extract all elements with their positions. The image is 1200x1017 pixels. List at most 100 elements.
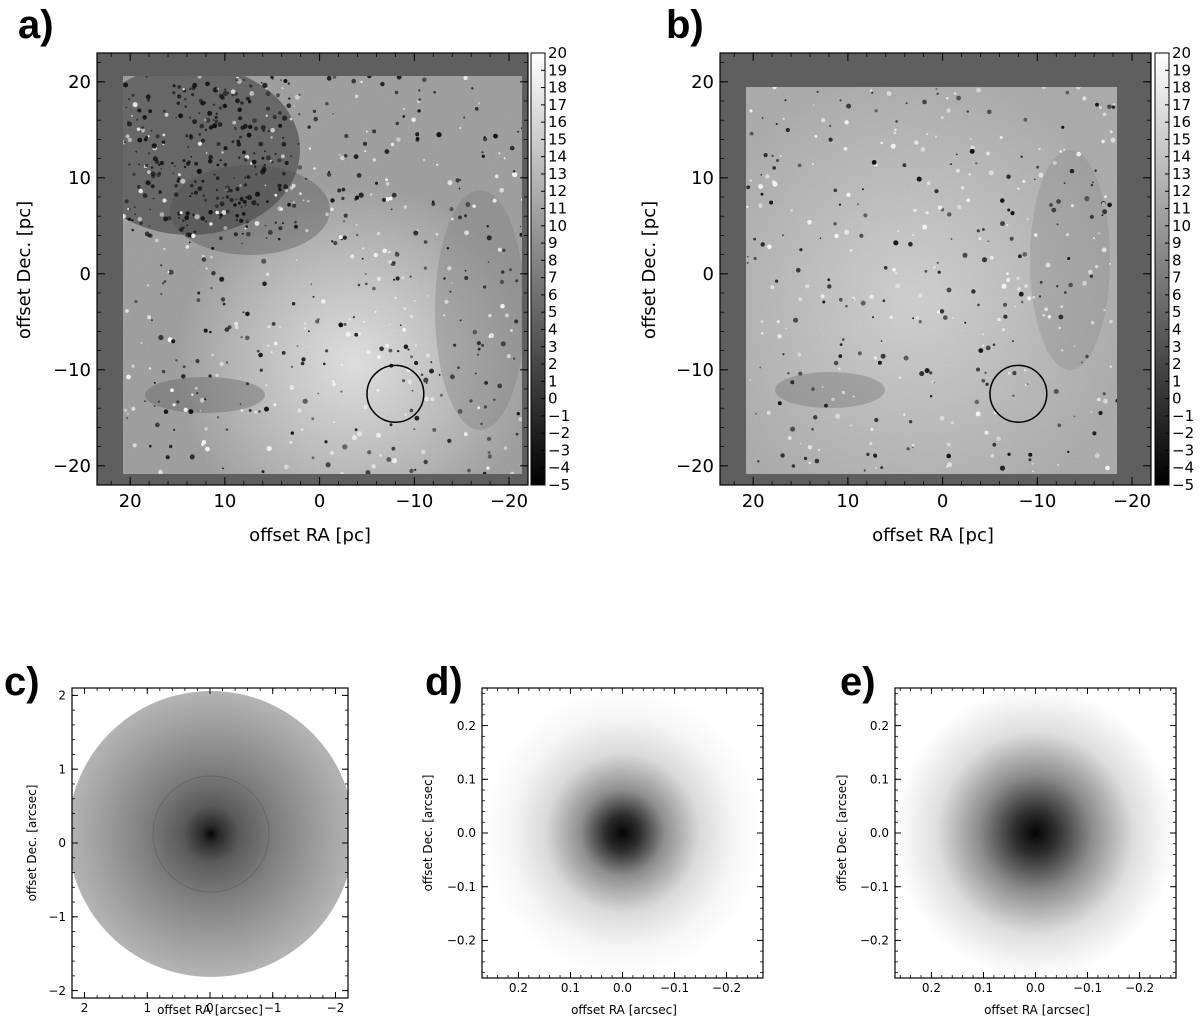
map-speckle <box>1051 207 1057 213</box>
map-speckle <box>278 226 283 231</box>
map-speckle <box>123 140 127 144</box>
map-speckle <box>481 151 484 154</box>
map-speckle <box>218 106 223 110</box>
map-speckle <box>356 233 359 237</box>
map-speckle <box>229 188 233 193</box>
map-speckle <box>197 186 203 192</box>
map-speckle <box>320 299 326 304</box>
map-speckle <box>880 353 886 359</box>
map-speckle <box>174 184 178 188</box>
map-speckle <box>931 380 935 384</box>
map-speckle <box>311 417 315 421</box>
map-speckle <box>960 186 965 190</box>
map-speckle <box>260 125 266 130</box>
map-speckle <box>1001 328 1006 332</box>
map-speckle <box>857 351 862 356</box>
map-speckle <box>464 269 467 272</box>
map-speckle <box>157 400 161 403</box>
map-speckle <box>519 232 522 237</box>
map-speckle <box>251 200 257 206</box>
map-speckle <box>922 224 928 230</box>
map-speckle <box>239 135 242 139</box>
map-speckle <box>457 366 460 370</box>
colorbar-tick-label: 20 <box>548 44 567 62</box>
map-speckle <box>947 442 951 447</box>
map-speckle <box>202 254 205 258</box>
map-speckle <box>225 361 229 364</box>
map-speckle <box>149 208 151 211</box>
map-speckle <box>263 163 266 167</box>
map-speckle <box>512 171 518 178</box>
map-speckle <box>820 294 825 299</box>
map-speckle <box>1016 276 1020 280</box>
panel-label-b: b) <box>666 3 704 47</box>
map-speckle <box>509 145 515 151</box>
map-speckle <box>186 224 189 227</box>
map-speckle <box>999 136 1003 139</box>
map-speckle <box>239 218 244 223</box>
map-speckle <box>149 444 152 448</box>
map-speckle <box>443 314 446 317</box>
map-speckle <box>167 216 172 221</box>
map-speckle <box>189 134 193 138</box>
map-speckle <box>173 192 179 197</box>
map-speckle <box>472 204 476 208</box>
map-speckle <box>235 213 239 218</box>
map-speckle <box>436 132 442 138</box>
map-speckle <box>1095 102 1099 107</box>
map-speckle <box>261 156 265 160</box>
map-speckle <box>758 203 763 208</box>
panel-e: 0.2 0.1 0.0 −0.1 −0.2 −0.2 −0.1 0.0 0.1 0.2 offse… <box>835 687 1177 1017</box>
map-speckle <box>1052 160 1057 165</box>
map-speckle <box>308 330 310 333</box>
map-speckle <box>302 199 305 202</box>
map-speckle <box>451 282 453 284</box>
map-speckle <box>399 324 402 327</box>
map-speckle <box>827 278 831 282</box>
map-speckle <box>279 79 282 81</box>
map-speckle <box>137 137 143 143</box>
map-speckle <box>796 268 801 273</box>
map-speckle <box>150 129 153 132</box>
map-speckle <box>197 141 202 146</box>
map-speckle <box>163 409 169 415</box>
map-speckle <box>1084 196 1090 202</box>
colorbar-tick-label: 8 <box>1172 251 1182 269</box>
map-speckle <box>828 137 833 142</box>
map-speckle <box>391 458 398 464</box>
map-speckle <box>262 281 267 287</box>
map-speckle <box>213 87 219 93</box>
map-speckle <box>497 247 502 252</box>
map-speckle <box>458 215 462 220</box>
map-speckle <box>171 339 176 344</box>
colorbar-tick-label: 9 <box>1172 234 1182 252</box>
map-speckle <box>455 178 460 183</box>
map-speckle <box>201 440 207 445</box>
map-speckle <box>124 199 129 204</box>
panel-label-a: a) <box>18 3 54 47</box>
map-speckle <box>284 160 289 166</box>
map-speckle <box>1057 423 1062 428</box>
map-speckle <box>241 242 244 245</box>
map-speckle <box>905 102 908 105</box>
map-speckle <box>358 332 361 335</box>
map-speckle <box>253 410 258 414</box>
x-tick-label: −10 <box>1018 491 1056 512</box>
map-speckle <box>827 284 832 289</box>
map-speckle <box>241 232 244 235</box>
map-speckle <box>407 348 410 351</box>
map-speckle <box>362 141 368 146</box>
x-tick-label: 0 <box>206 1001 214 1015</box>
map-speckle <box>429 368 434 374</box>
map-speckle <box>235 77 239 82</box>
map-speckle <box>388 196 393 201</box>
map-speckle <box>431 202 436 207</box>
map-speckle <box>1109 319 1113 324</box>
map-speckle <box>159 160 164 166</box>
map-speckle <box>234 325 239 330</box>
map-speckle <box>831 397 835 402</box>
colorbar-tick-label: 20 <box>1172 44 1191 62</box>
map-speckle <box>204 198 208 202</box>
map-speckle <box>291 302 296 306</box>
map-speckle <box>303 327 307 330</box>
